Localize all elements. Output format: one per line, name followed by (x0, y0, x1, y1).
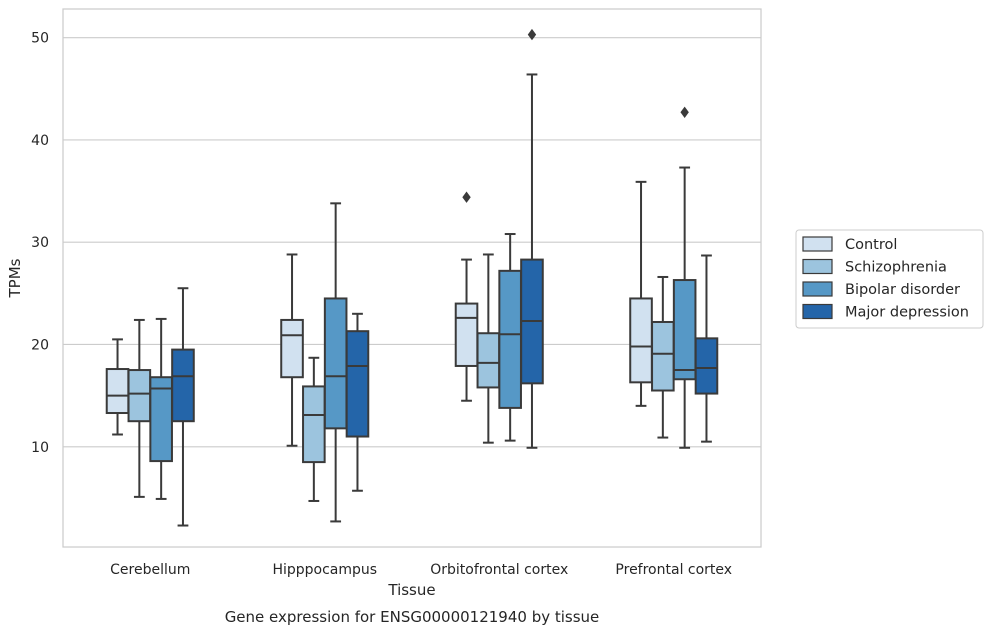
legend-label: Major depression (845, 305, 969, 321)
y-tick-label: 10 (31, 440, 49, 456)
box-group (127, 318, 152, 498)
box-group (302, 356, 326, 502)
legend-label: Schizophrenia (845, 260, 947, 276)
box-iqr (149, 376, 173, 463)
box-group (323, 202, 348, 523)
outlier-point (527, 28, 537, 41)
box-group (629, 180, 653, 407)
box-iqr (629, 297, 653, 384)
box-group (105, 338, 130, 436)
box-iqr (651, 320, 675, 392)
box-group (454, 191, 479, 402)
legend: Control Schizophrenia Bipolar disorder Majo… (795, 229, 984, 329)
legend-swatch (802, 258, 833, 275)
plot-area-frame (62, 8, 762, 548)
x-tick-label: Prefrontal cortex (615, 562, 732, 578)
chart-caption: Gene expression for ENSG00000121940 by t… (225, 608, 600, 626)
legend-swatch (802, 281, 833, 297)
box-iqr (323, 297, 348, 430)
legend-label: Control (845, 237, 897, 253)
box-iqr (694, 337, 719, 395)
legend-frame (795, 229, 984, 329)
x-axis-label: Tissue (387, 581, 435, 599)
outlier-point (680, 106, 689, 118)
y-tick-label: 20 (31, 337, 49, 353)
y-axis-ticks: 10 20 30 40 50 (31, 31, 49, 456)
x-tick-label: Hipppocampus (272, 562, 377, 578)
box-iqr (672, 279, 697, 381)
box-group (149, 317, 173, 500)
box-iqr (476, 332, 501, 389)
legend-swatch (802, 303, 833, 320)
box-group (694, 254, 719, 443)
y-axis-label: TPMs (6, 258, 24, 298)
box-iqr (345, 330, 370, 438)
x-tick-label: Orbitofrontal cortex (430, 562, 568, 578)
box-group (476, 253, 501, 444)
box-iqr (454, 302, 479, 367)
box-iqr (127, 369, 152, 423)
y-tick-label: 30 (31, 235, 49, 251)
box-iqr (302, 385, 326, 464)
box-group (345, 312, 370, 492)
box-iqr (498, 269, 522, 409)
legend-label: Bipolar disorder (845, 282, 960, 298)
outlier-point (462, 191, 471, 203)
box-group (672, 106, 697, 449)
box-groups (105, 28, 719, 527)
x-axis-ticks: Cerebellum Hipppocampus Orbitofrontal cort… (110, 562, 732, 578)
x-tick-label: Cerebellum (110, 562, 190, 578)
box-group (651, 275, 675, 439)
box-iqr (105, 368, 130, 415)
box-iqr (171, 348, 195, 423)
box-group (280, 253, 304, 447)
box-group (498, 233, 522, 442)
y-tick-label: 50 (31, 31, 49, 47)
y-tick-label: 40 (31, 133, 49, 149)
box-iqr (280, 318, 304, 379)
legend-swatch (802, 236, 833, 252)
box-group (171, 287, 195, 527)
box-group (520, 28, 544, 449)
